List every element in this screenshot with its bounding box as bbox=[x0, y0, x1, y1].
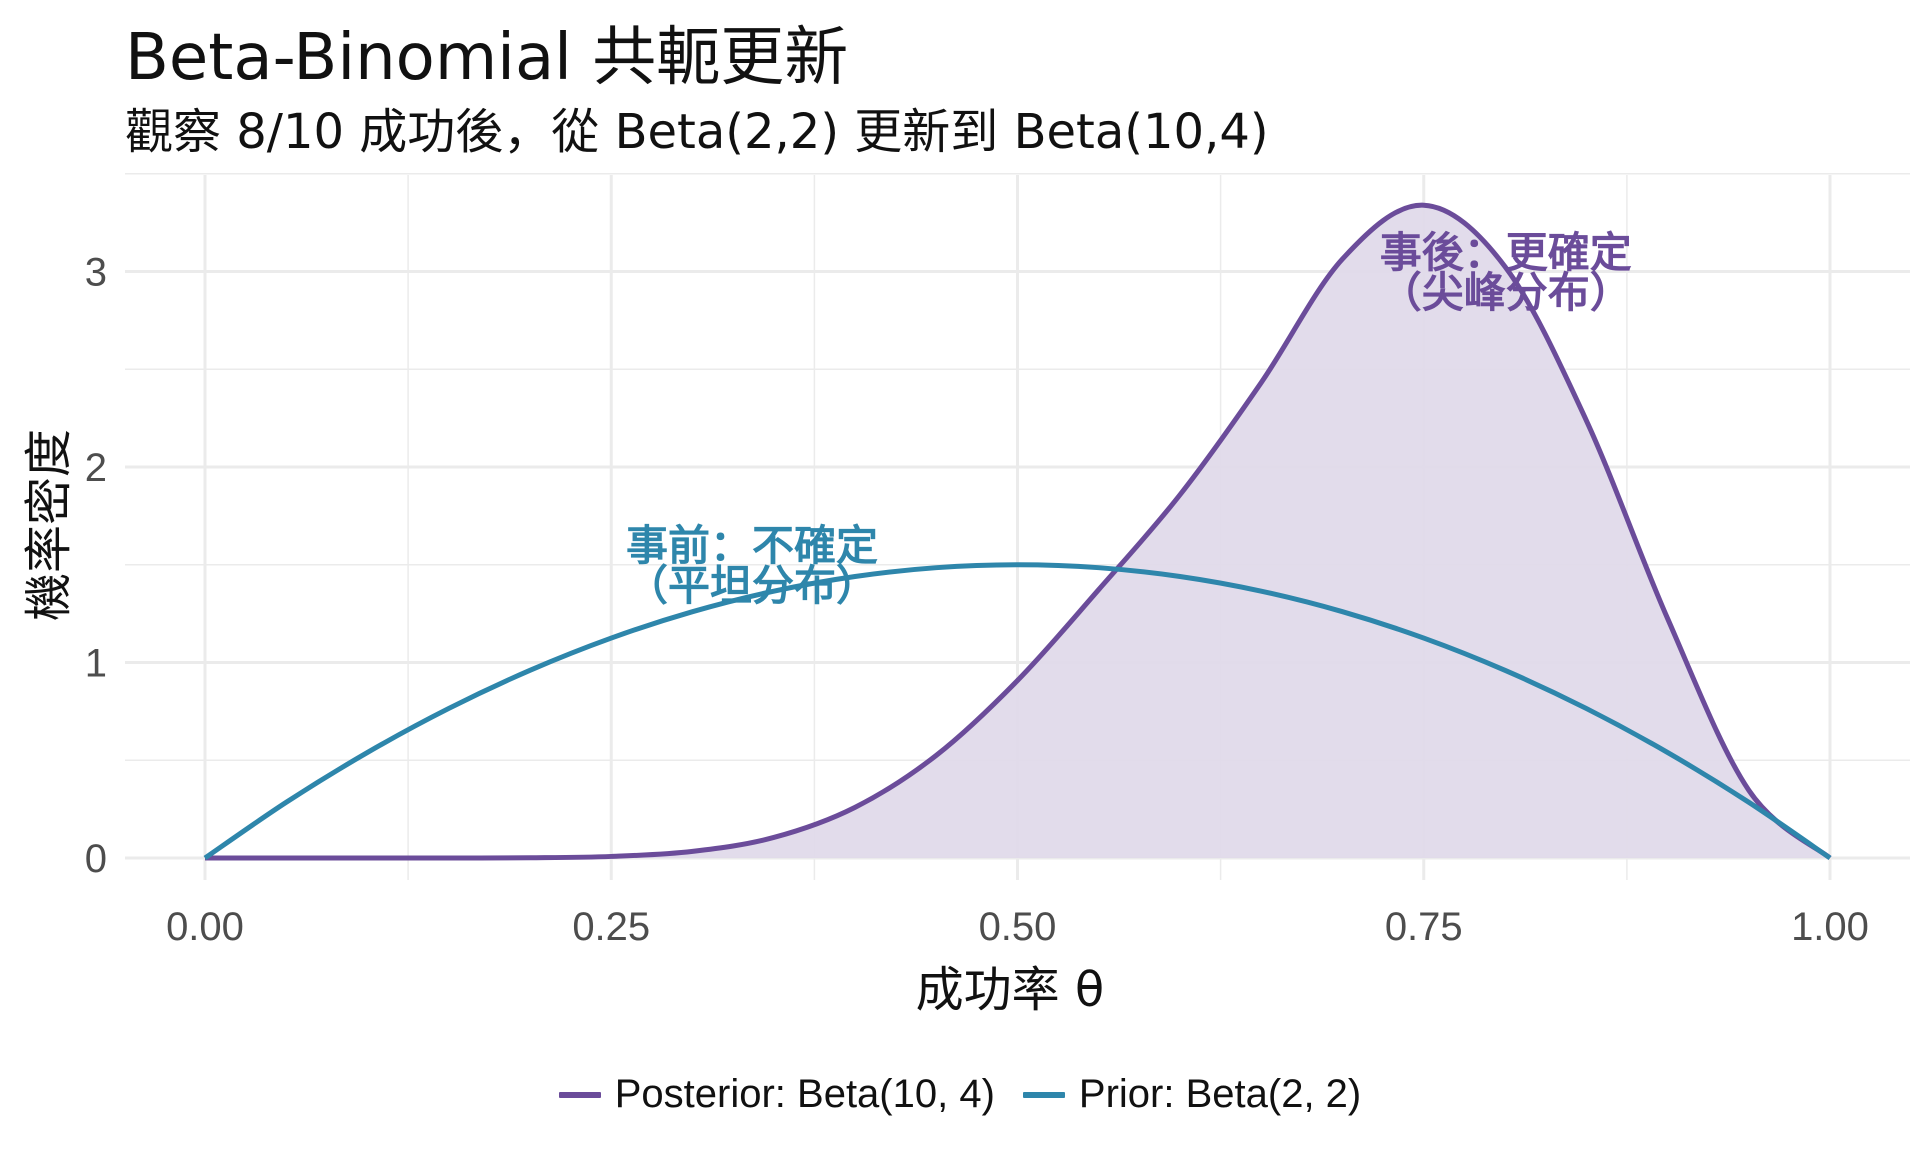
chart-subtitle: 觀察 8/10 成功後，從 Beta(2,2) 更新到 Beta(10,4) bbox=[125, 104, 1269, 160]
area-fills bbox=[205, 205, 1830, 859]
legend-label-posterior: Posterior: Beta(10, 4) bbox=[614, 1072, 995, 1116]
y-tick-label: 3 bbox=[85, 251, 107, 295]
area-fill-posterior bbox=[205, 205, 1830, 859]
annotations: 事後：更確定（尖峰分布） 事前：不確定（平坦分布） bbox=[626, 228, 1632, 610]
series-lines bbox=[203, 202, 1832, 861]
legend-key-prior bbox=[1022, 1091, 1065, 1098]
annotation-prior-line-0: 事前：不確定 bbox=[626, 521, 878, 570]
annotation-posterior-line-1: （尖峰分布） bbox=[1380, 268, 1632, 317]
x-tick-label: 0.50 bbox=[979, 905, 1057, 949]
tick-labels: 0.00 0.25 0.50 0.75 1.00 0 1 2 3 bbox=[85, 251, 1869, 950]
x-tick-label: 0.25 bbox=[572, 905, 650, 949]
y-axis-label: 機率密度 bbox=[21, 428, 77, 622]
annotation-posterior-line-0: 事後：更確定 bbox=[1380, 228, 1632, 277]
x-tick-label: 0.75 bbox=[1385, 905, 1463, 949]
annotation-prior-line-1: （平坦分布） bbox=[626, 561, 878, 610]
series-line-posterior bbox=[204, 202, 1832, 861]
y-tick-label: 0 bbox=[85, 837, 107, 881]
chart-title: Beta-Binomial 共軛更新 bbox=[125, 21, 849, 95]
x-axis-label: 成功率 θ bbox=[915, 962, 1105, 1018]
legend-item-prior: Prior: Beta(2, 2) bbox=[1022, 1072, 1362, 1117]
y-tick-label: 1 bbox=[85, 642, 107, 686]
series-line-prior bbox=[203, 562, 1832, 861]
legend-key-posterior bbox=[558, 1091, 601, 1098]
x-tick-label: 1.00 bbox=[1791, 905, 1869, 949]
legend-item-posterior: Posterior: Beta(10, 4) bbox=[558, 1072, 995, 1117]
x-tick-label: 0.00 bbox=[166, 905, 244, 949]
y-tick-label: 2 bbox=[85, 446, 107, 490]
legend: Posterior: Beta(10, 4) Prior: Beta(2, 2) bbox=[0, 1072, 1920, 1117]
legend-label-prior: Prior: Beta(2, 2) bbox=[1078, 1072, 1362, 1116]
